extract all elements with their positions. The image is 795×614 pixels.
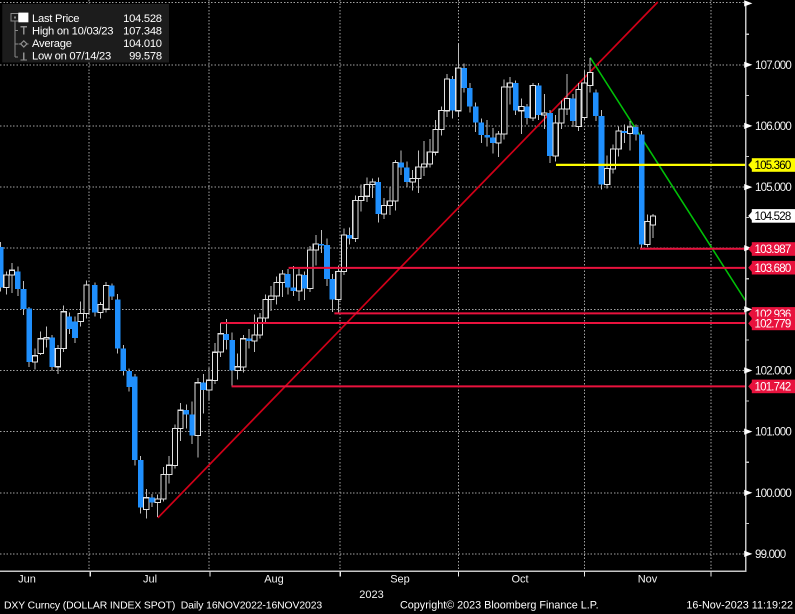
svg-text:104.528: 104.528 bbox=[755, 211, 791, 223]
svg-text:101.742: 101.742 bbox=[755, 382, 791, 394]
svg-text:104.010: 104.010 bbox=[123, 38, 162, 50]
svg-text:105.360: 105.360 bbox=[755, 160, 791, 172]
svg-text:DXY Curncy (DOLLAR INDEX SPOT): DXY Curncy (DOLLAR INDEX SPOT) Daily 16N… bbox=[4, 601, 322, 612]
svg-text:99.578: 99.578 bbox=[129, 51, 162, 63]
svg-text:107.348: 107.348 bbox=[123, 26, 162, 38]
svg-text:Aug: Aug bbox=[264, 574, 284, 586]
svg-text:Last Price: Last Price bbox=[32, 13, 79, 25]
svg-text:Sep: Sep bbox=[390, 574, 410, 586]
svg-text:2023: 2023 bbox=[359, 589, 383, 601]
svg-text:102.000: 102.000 bbox=[755, 366, 791, 378]
svg-text:107.000: 107.000 bbox=[755, 60, 791, 72]
svg-text:103.680: 103.680 bbox=[755, 263, 791, 275]
svg-text:Nov: Nov bbox=[638, 574, 658, 586]
svg-text:Low on 07/14/23: Low on 07/14/23 bbox=[32, 51, 111, 63]
svg-text:Copyright© 2023 Bloomberg Fina: Copyright© 2023 Bloomberg Finance L.P. bbox=[400, 600, 599, 612]
svg-text:Jun: Jun bbox=[18, 574, 36, 586]
svg-text:106.000: 106.000 bbox=[755, 121, 791, 133]
svg-text:99.000: 99.000 bbox=[755, 549, 786, 561]
svg-text:Oct: Oct bbox=[511, 574, 528, 586]
svg-text:Jul: Jul bbox=[143, 574, 157, 586]
svg-text:High on 10/03/23: High on 10/03/23 bbox=[32, 26, 113, 38]
svg-text:102.779: 102.779 bbox=[755, 319, 791, 331]
svg-text:101.000: 101.000 bbox=[755, 427, 791, 439]
svg-text:100.000: 100.000 bbox=[755, 488, 791, 500]
svg-text:104.528: 104.528 bbox=[123, 13, 162, 25]
svg-text:Average: Average bbox=[32, 38, 72, 50]
svg-text:16-Nov-2023 11:19:22: 16-Nov-2023 11:19:22 bbox=[686, 600, 793, 612]
svg-text:105.000: 105.000 bbox=[755, 182, 791, 194]
svg-text:103.987: 103.987 bbox=[755, 244, 791, 256]
